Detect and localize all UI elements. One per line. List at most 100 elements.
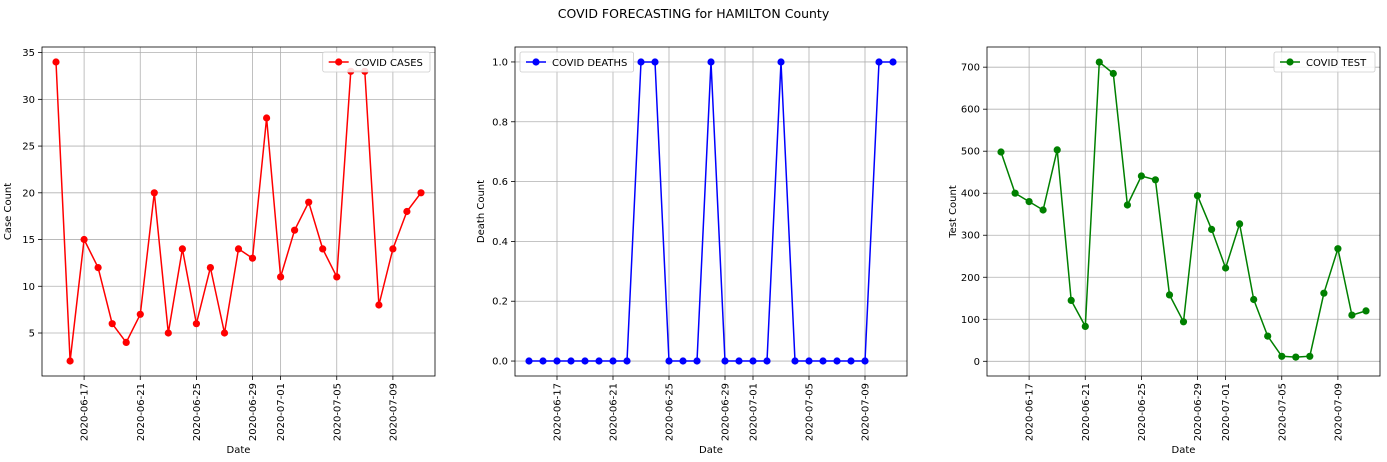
data-point [52,58,60,66]
data-point [805,357,813,365]
data-point [1264,332,1272,340]
x-tick-label: 2020-06-25 [1137,383,1148,441]
data-point [305,198,313,206]
x-tick-label: 2020-07-01 [1221,383,1232,441]
data-point [735,357,743,365]
x-tick-label: 2020-07-05 [805,383,816,441]
x-tick-label: 2020-06-29 [1193,383,1204,441]
data-point [178,245,186,253]
y-tick-label: 1.0 [492,57,508,68]
data-point [291,226,299,234]
data-point [1025,198,1033,206]
y-tick-label: 0.4 [492,237,508,248]
y-tick-label: 20 [22,188,35,199]
legend-label: COVID TEST [1306,58,1367,69]
data-point [1306,352,1314,360]
data-point [1067,296,1075,304]
data-point [164,329,172,337]
data-point [791,357,799,365]
data-point [136,310,144,318]
legend: COVID TEST [1273,51,1376,73]
data-point [1151,176,1159,184]
x-tick-label: 2020-07-09 [388,383,399,441]
y-tick-label: 35 [22,48,35,59]
data-point [539,357,547,365]
data-point [80,235,88,244]
x-tick-label: 2020-06-29 [248,383,259,441]
y-axis-label: Case Count [3,183,14,240]
y-tick-label: 400 [961,189,980,200]
y-tick-label: 100 [961,315,980,326]
data-point [609,357,617,365]
legend-label: COVID DEATHS [552,58,627,69]
legend-box [322,51,431,73]
data-point [1095,58,1103,66]
data-point [403,207,411,216]
data-point [679,357,687,365]
data-point [777,58,785,66]
x-tick-label: 2020-07-09 [861,383,872,441]
data-point [1193,192,1202,200]
x-tick-label: 2020-06-21 [609,383,620,441]
y-tick-label: 0 [974,357,980,368]
data-point [1165,291,1174,299]
data-point [66,357,74,365]
x-tick-label: 2020-06-25 [665,383,676,441]
x-tick-label: 2020-07-09 [1333,383,1344,441]
data-point [651,58,659,66]
chart-1: 5 10 15 20 25 30 35 2020-06-17 2020-06-21 2020-06… [3,46,436,456]
data-point [1053,146,1061,154]
data-point [833,357,841,365]
data-point [1011,189,1019,197]
x-tick-label: 2020-07-01 [276,383,287,441]
data-point [749,357,757,365]
data-point [263,114,271,122]
data-point [707,58,715,66]
legend: COVID CASES [322,51,431,73]
data-point [1362,307,1370,315]
data-point [847,357,855,365]
data-point [248,254,257,262]
data-point [333,273,341,281]
data-point [623,357,631,365]
series-line [1000,61,1367,358]
data-point [234,245,243,253]
y-tick-label: 0.2 [492,297,508,308]
x-tick-label: 2020-06-17 [80,383,91,441]
data-point [665,357,673,365]
x-tick-label: 2020-07-05 [1277,383,1288,441]
x-tick-label: 2020-06-25 [192,383,203,441]
y-tick-label: 0.0 [492,357,508,368]
legend: COVID DEATHS [519,51,634,73]
data-point [1334,245,1342,253]
data-point [1236,220,1244,228]
legend-box [1273,51,1376,73]
data-point [375,301,383,309]
x-axis-label: Date [227,445,251,456]
data-point [1250,295,1258,304]
data-point [94,264,102,272]
y-tick-label: 25 [22,142,35,153]
y-tick-label: 15 [22,235,35,246]
x-tick-label: 2020-06-21 [1081,383,1092,441]
data-point [637,58,645,66]
data-point [1348,311,1356,319]
y-axis-label: Test Count [948,185,959,239]
chart-2: 0.0 0.2 0.4 0.6 0.8 1.0 2020-06-17 2020-06-21 20… [476,46,908,456]
data-point [763,357,771,365]
data-point [389,245,397,253]
y-tick-label: 200 [961,273,980,284]
y-tick-label: 300 [961,231,980,242]
y-tick-label: 10 [22,282,35,293]
data-point [1179,318,1188,326]
chart-3: 0 100 200 300 400 500 600 700 2020-06-17 2020-06-… [948,46,1381,456]
y-tick-label: 500 [961,147,980,158]
data-point [150,189,158,197]
legend-marker [1286,58,1294,66]
x-tick-label: 2020-07-01 [749,383,760,441]
y-tick-label: 30 [22,95,35,106]
data-point [277,273,285,281]
x-axis-label: Date [699,445,723,456]
y-tick-label: 0.6 [492,177,508,188]
